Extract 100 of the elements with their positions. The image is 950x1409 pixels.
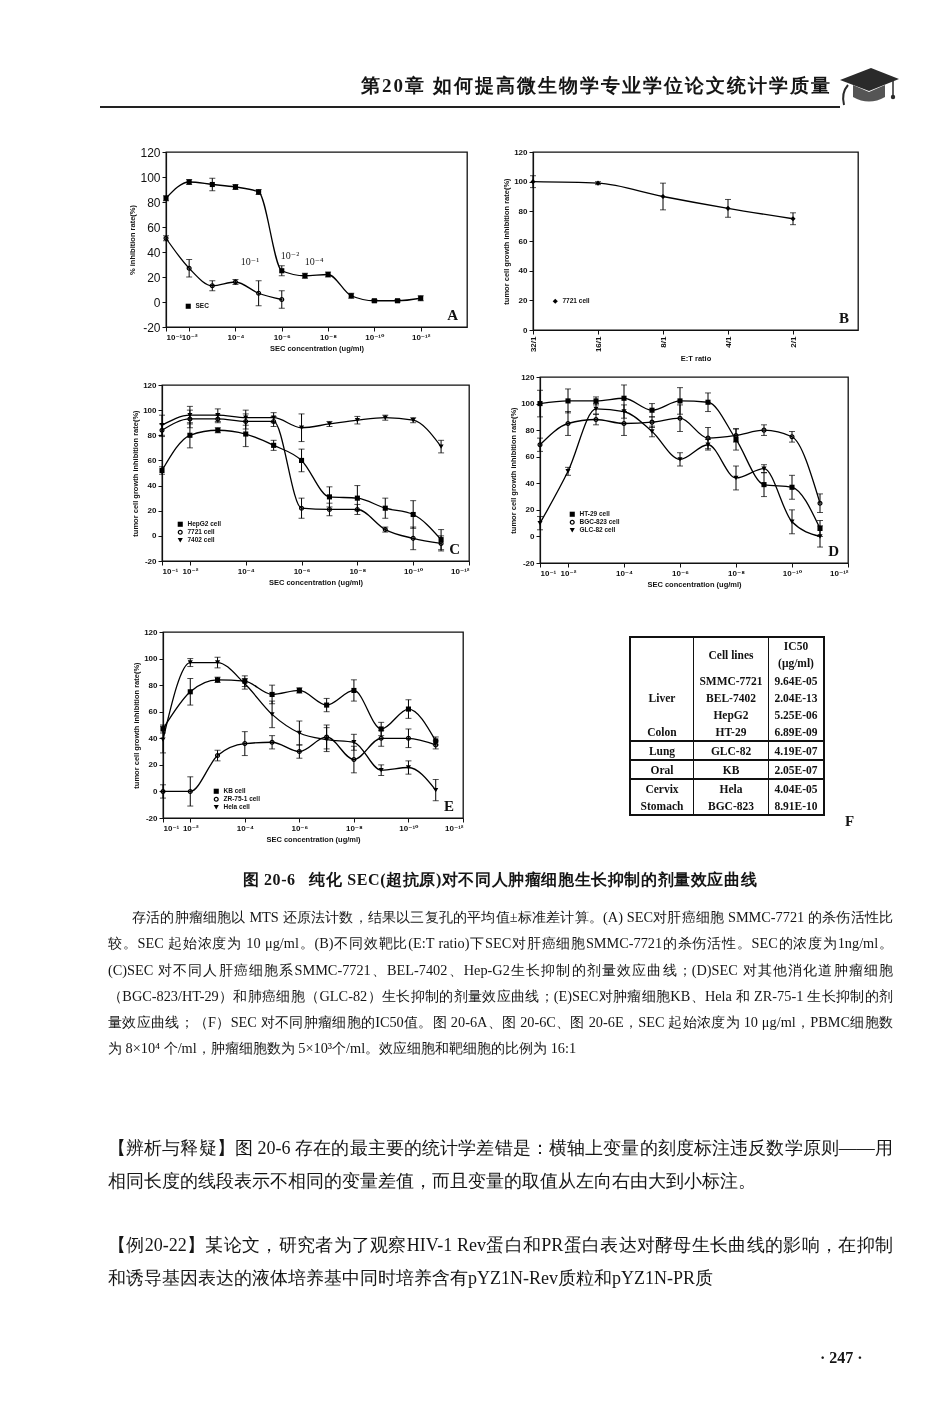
x-tick-label: 8/1 <box>658 335 668 348</box>
x-tick-label: 10⁻¹⁰ <box>404 566 424 576</box>
text: Lung <box>648 744 676 757</box>
y-tick-label: 60 <box>147 220 161 235</box>
y-tick-label: 120 <box>514 147 529 157</box>
y-tick-label: 20 <box>518 295 529 305</box>
text: Stomach <box>640 799 684 812</box>
point <box>677 415 683 421</box>
text: F <box>845 813 855 830</box>
x-tick-label: 10⁻⁴ <box>615 568 634 578</box>
point <box>410 511 416 518</box>
point <box>159 427 165 433</box>
point <box>438 444 444 449</box>
x-tick-label: 10⁻¹ <box>166 332 183 342</box>
text: · 247 · <box>820 1348 864 1368</box>
y-tick-label: 120 <box>140 145 161 160</box>
point <box>269 712 275 717</box>
x-tick-label: 10⁻¹² <box>451 566 470 576</box>
y-tick-label: 80 <box>147 195 161 210</box>
x-tick-label: 10⁻¹⁰ <box>782 568 803 578</box>
text: 存活的肿瘤细胞以 MTS 还原法计数，结果以三复孔的平均值±标准差计算。(A) SEC对肝癌细胞 SMMC-7721 的杀伤活性比较。SEC 起始浓度为 10 μg/ml。(B)不同效靶比(E:T ratio)下SEC对肝癌细胞SMMC-7721的杀伤活性。SEC的浓度为1ng/ml。(C)SEC 对不同人肝癌细胞系SMMC-7721、BEL-7402、Hep-G2生长抑制的剂量效应曲线；(D)SEC 对其他消化道肿瘤细胞（BGC-823/HT-29）和肺癌细胞（GLC-82）生长抑制的剂量效应曲线；(E)SEC对肿瘤细胞KB、Hela 和 ZR-75-1 生长抑制的剂量效应曲线；（F）SEC 对不同肿瘤细胞的IC50值。图 20-6A、图 20-6C、图 20-6E，SEC 起始浓度为 10 μg/ml，PBMC细胞数为 8×10⁴ 个/ml，肿瘤细胞数为 5×10³个/ml。效应细胞和靶细胞的比例为 16:1 <box>108 908 893 1059</box>
y-tick-label: 40 <box>147 245 161 260</box>
text: 4.19E-07 <box>774 744 818 757</box>
category-label: KB <box>693 760 769 779</box>
point <box>269 691 275 697</box>
x-tick-label: 10⁻⁶ <box>293 566 311 576</box>
point <box>351 740 357 745</box>
point <box>677 457 683 462</box>
x-tick-label: 10⁻⁶ <box>273 332 291 342</box>
text: 5.25E-06 <box>774 708 818 721</box>
y-tick-label: 0 <box>153 786 159 796</box>
y-tick-label: 120 <box>143 380 158 390</box>
annotation: E <box>443 798 454 814</box>
point <box>649 407 655 413</box>
annotation: 10⁻⁴ <box>304 256 324 267</box>
x-tick-label: 10⁻² <box>181 332 198 342</box>
point <box>677 398 683 404</box>
point <box>299 457 305 463</box>
y-tick-label: 60 <box>518 236 529 246</box>
category-label: BEL-7402 <box>693 689 769 706</box>
category-label: HT-29 <box>693 723 769 741</box>
point <box>187 412 193 418</box>
x-tick-label: 32/1 <box>528 335 538 353</box>
point <box>215 660 221 665</box>
x-tick-label: 10⁻⁸ <box>349 566 367 576</box>
point <box>351 687 357 694</box>
y-tick-label: 20 <box>525 505 536 515</box>
point <box>279 296 285 303</box>
y-tick-label: 100 <box>140 170 161 185</box>
y-tick-label: 80 <box>525 425 536 435</box>
point <box>621 395 627 401</box>
x-tick-label: 10⁻¹² <box>411 332 431 342</box>
y-tick-label: 80 <box>148 680 159 690</box>
point <box>817 500 823 506</box>
text: 【例20-22】某论文，研究者为了观察HIV-1 Rev蛋白和PR蛋白表达对酵母生长曲线的影响，在抑制和诱导基因表达的液体培养基中同时培养含有pYZ1N-Rev质粒和pYZ1N-PR质 <box>108 1234 893 1290</box>
y-tick-label: -20 <box>144 556 158 566</box>
text: Liver <box>648 691 676 704</box>
y-tick-label: 60 <box>525 452 536 462</box>
y-tick-label: 100 <box>143 405 158 415</box>
point <box>660 193 666 200</box>
point <box>405 765 411 770</box>
point <box>269 739 275 745</box>
text: 2.04E-13 <box>774 691 818 704</box>
y-tick-label: 100 <box>514 177 529 187</box>
text: 图 20-6 纯化 SEC(超抗原)对不同人肿瘤细胞生长抑制的剂量效应曲线 <box>241 870 759 890</box>
point <box>733 436 739 442</box>
point <box>326 494 332 500</box>
text: 【辨析与释疑】图 20-6 存在的最主要的统计学差错是：横轴上变量的刻度标注违反数学原则——用相同长度的线段表示不相同的变量差值，而且变量的取值从左向右由大到小标注。 <box>108 1137 893 1193</box>
y-tick-label: 40 <box>148 733 159 743</box>
x-tick-label: 10⁻⁴ <box>237 566 255 576</box>
point <box>537 442 543 448</box>
point <box>354 495 360 501</box>
y-tick-label: 80 <box>147 430 158 440</box>
category-label: BGC-823 <box>693 797 769 815</box>
text: 6.89E-09 <box>774 725 818 738</box>
point <box>705 399 711 405</box>
text: 4.04E-05 <box>774 782 818 795</box>
point <box>187 689 193 695</box>
point <box>187 432 193 438</box>
x-tick-label: 10⁻¹² <box>445 823 464 833</box>
x-tick-label: 2/1 <box>788 335 798 348</box>
x-tick-label: 10⁻⁸ <box>728 568 746 578</box>
point <box>761 482 767 488</box>
annotation: 10⁻² <box>280 250 300 261</box>
text: Cell lines <box>693 637 769 672</box>
x-tick-label: 10⁻⁶ <box>672 568 690 578</box>
x-tick-label: 10⁻⁸ <box>320 332 338 342</box>
category-label: Hela <box>693 779 769 797</box>
x-tick-label: 10⁻⁴ <box>236 823 254 833</box>
point <box>382 505 388 511</box>
point <box>565 398 571 404</box>
point <box>733 475 739 481</box>
point <box>209 181 215 188</box>
text: IC50 (μg/ml) <box>768 637 824 672</box>
y-tick-label: 40 <box>525 478 536 488</box>
y-tick-label: 60 <box>148 707 159 717</box>
point <box>215 753 221 759</box>
x-tick-label: 10⁻⁸ <box>345 823 364 833</box>
y-tick-label: 80 <box>518 206 529 216</box>
y-tick-label: 40 <box>518 266 529 276</box>
